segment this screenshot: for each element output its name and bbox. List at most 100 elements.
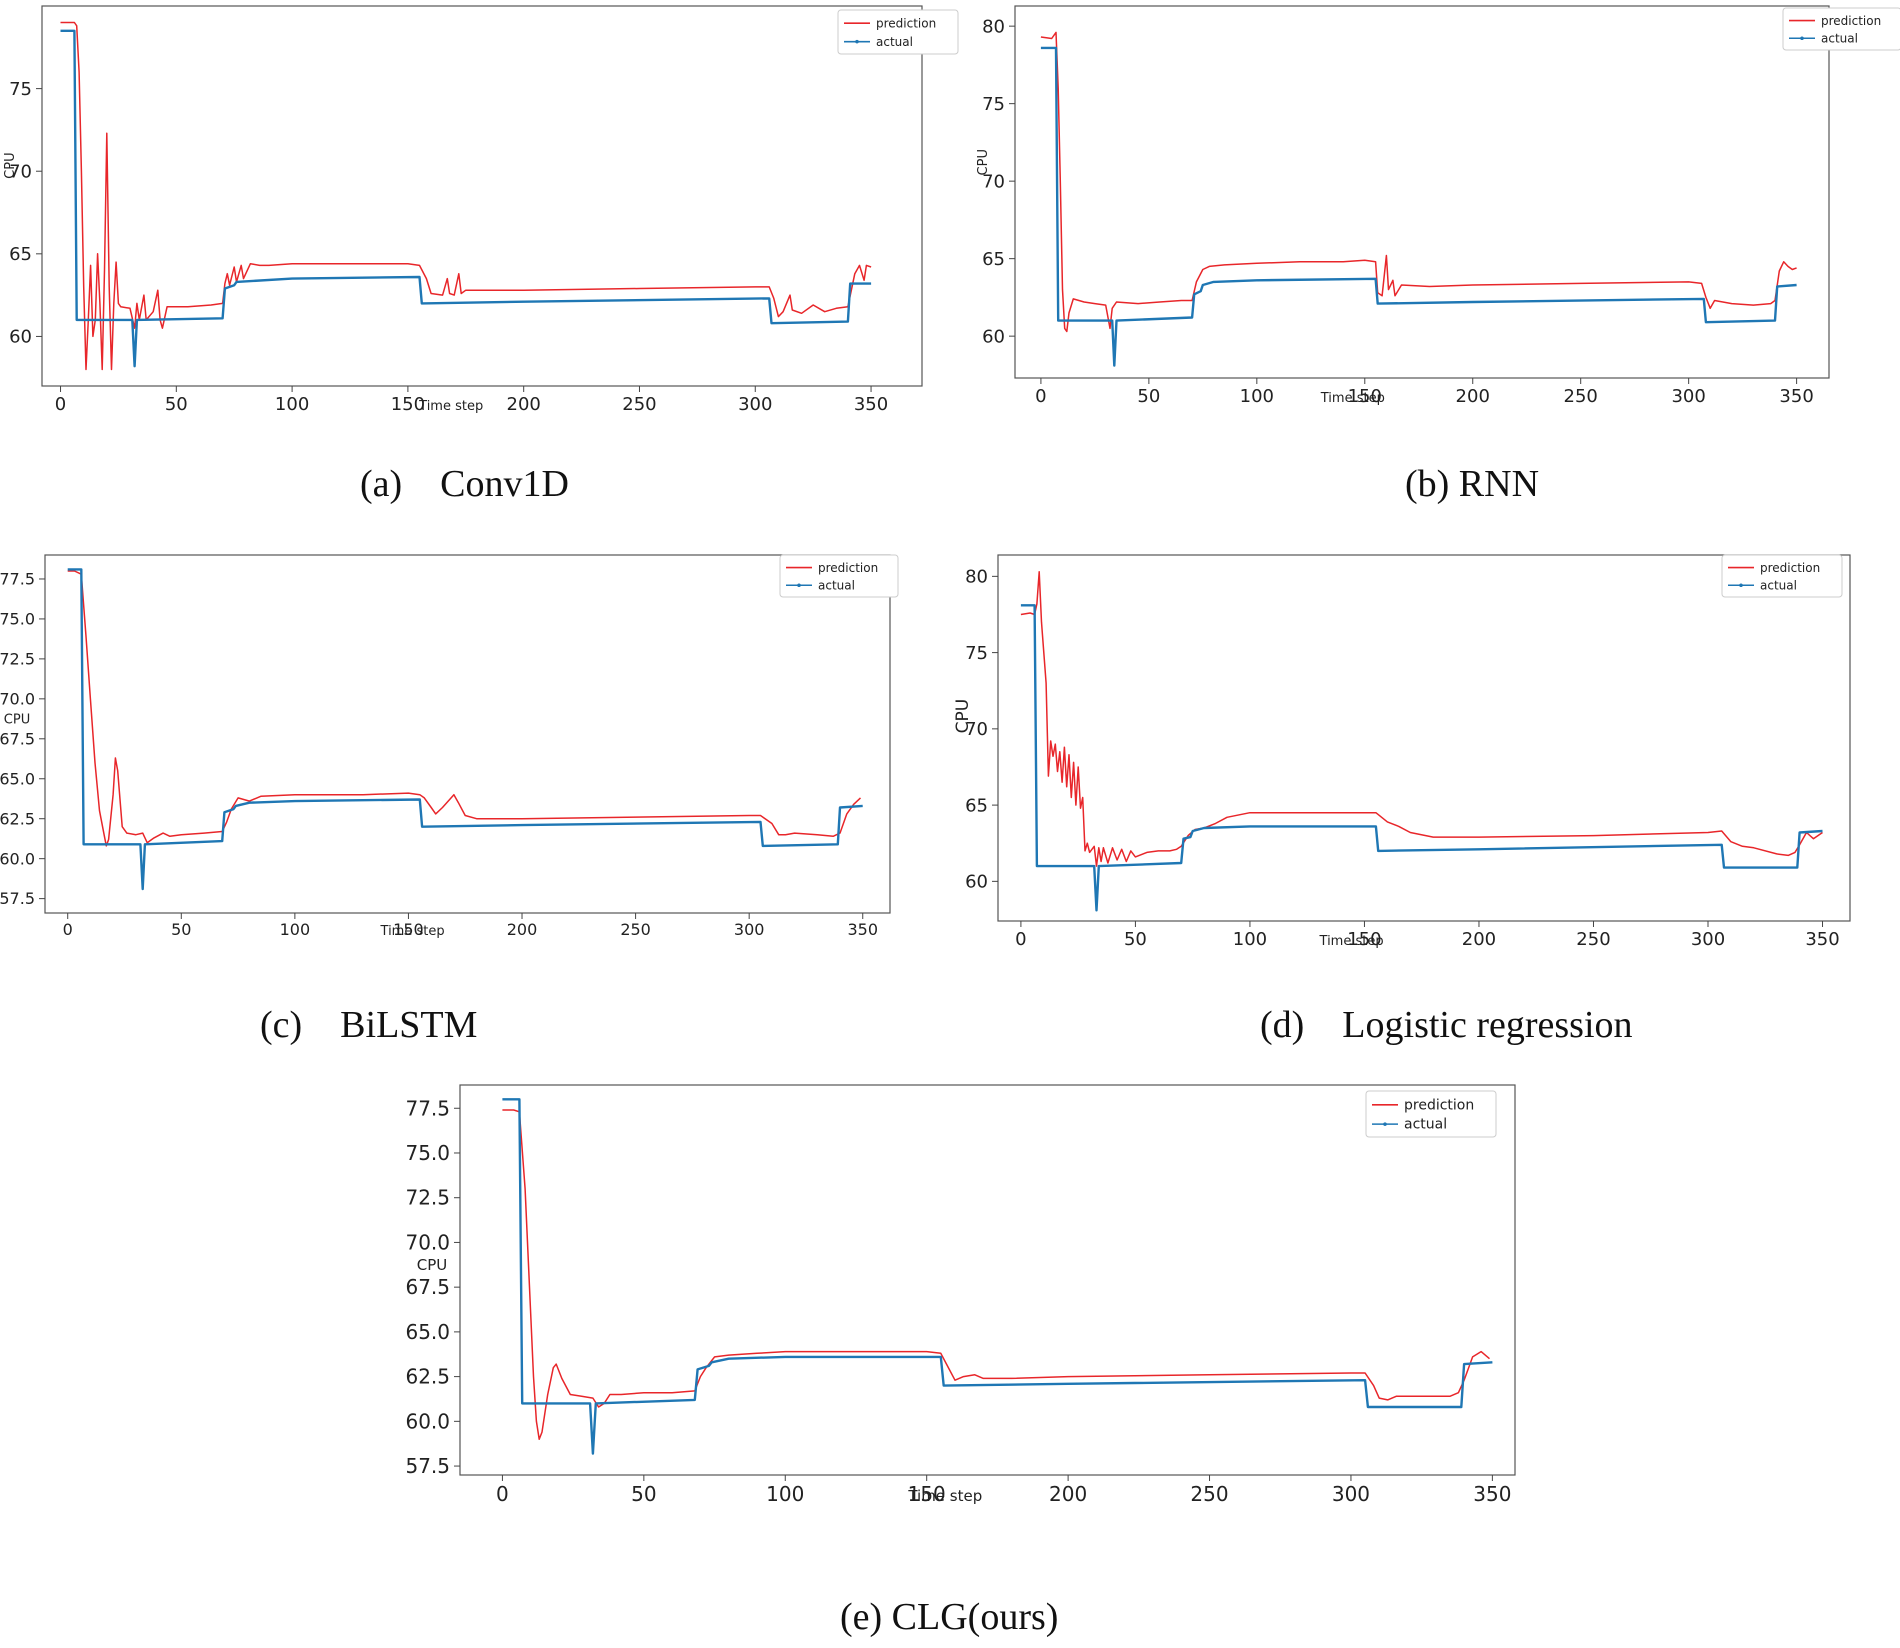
chart-a-legend bbox=[837, 9, 959, 55]
chart-a-series-actual bbox=[60, 29, 872, 368]
chart-e-ytick-label: 72.5 bbox=[405, 1186, 450, 1210]
chart-c-ytick-label: 75.0 bbox=[0, 610, 35, 629]
chart-c-xlabel: Time step bbox=[380, 924, 445, 939]
chart-e-xlabel: Time step bbox=[907, 1487, 982, 1505]
chart-c-ytick-label: 65.0 bbox=[0, 769, 35, 788]
chart-e-svg: 0 50 100 150 200 250 300 350 57.5 60.0 62.5 65.0 67.… bbox=[405, 1084, 1516, 1506]
chart-c-ytick-label: 72.5 bbox=[0, 649, 35, 668]
chart-d-ylabel: CPU bbox=[953, 699, 973, 734]
chart-a-xlabel: Time step bbox=[418, 399, 483, 414]
chart-e-caption: (e) CLG(ours) bbox=[840, 1596, 1059, 1638]
chart-e-ytick-label: 75.0 bbox=[405, 1141, 450, 1165]
chart-c-ytick-label: 57.5 bbox=[0, 889, 35, 908]
chart-a-ylabel: CPU bbox=[3, 152, 18, 178]
chart-a-series-prediction bbox=[60, 21, 872, 371]
chart-a-frame bbox=[41, 5, 923, 387]
chart-d-series-prediction bbox=[1020, 571, 1823, 867]
chart-c-legend-label: actual bbox=[818, 579, 855, 593]
chart-d-ytick-label: 70 bbox=[965, 719, 988, 740]
chart-e-xtick-label: 150 bbox=[908, 1482, 946, 1506]
chart-b-ylabel: CPU bbox=[976, 149, 991, 175]
chart-a-legend-marker bbox=[855, 39, 859, 44]
chart-panel-b: 0 50 100 150 200 250 300 350 60 65 70 75 80 Time step… bbox=[965, 0, 1900, 505]
chart-d-legend-marker bbox=[1739, 583, 1743, 588]
chart-b-xtick-label: 100 bbox=[1240, 386, 1274, 407]
chart-b-xtick-label: 150 bbox=[1348, 386, 1382, 407]
chart-d-xtick-label: 50 bbox=[1124, 929, 1147, 950]
chart-a-xtick-label: 200 bbox=[507, 394, 541, 415]
chart-e-frame bbox=[459, 1084, 1516, 1476]
chart-b-legend-marker bbox=[1800, 36, 1804, 41]
chart-b-xtick-label: 350 bbox=[1779, 386, 1813, 407]
chart-c-legend-marker bbox=[797, 583, 801, 588]
chart-c-caption: (c) BiLSTM bbox=[260, 1004, 478, 1046]
chart-b-caption: (b) RNN bbox=[1405, 463, 1540, 505]
chart-panel-e: 0 50 100 150 200 250 300 350 57.5 60.0 62.5 65.0 67.… bbox=[370, 1075, 1550, 1648]
chart-a-xtick-label: 350 bbox=[854, 394, 888, 415]
chart-d-legend bbox=[1721, 554, 1843, 598]
chart-b-legend-label: prediction bbox=[1821, 14, 1881, 28]
chart-d-legend-label: prediction bbox=[1760, 561, 1820, 575]
chart-b-ytick-label: 70 bbox=[982, 171, 1005, 192]
chart-d-xtick-label: 200 bbox=[1462, 929, 1496, 950]
chart-d-svg: 0 50 100 150 200 250 300 350 60 65 70 75 80 Time step… bbox=[953, 554, 1851, 950]
chart-e-xtick-label: 0 bbox=[496, 1482, 509, 1506]
chart-c-svg: 0 50 100 150 200 250 300 350 57.5 60.0 62.5 65.0 67.… bbox=[0, 554, 899, 939]
chart-d-ytick-label: 75 bbox=[965, 643, 988, 664]
chart-e-xtick-label: 250 bbox=[1190, 1482, 1228, 1506]
chart-b-xtick-label: 50 bbox=[1137, 386, 1160, 407]
chart-b-ytick-label: 60 bbox=[982, 326, 1005, 347]
chart-c-ytick-label: 62.5 bbox=[0, 809, 35, 828]
chart-c-series-actual bbox=[67, 568, 863, 891]
chart-a-caption: (a) Conv1D bbox=[360, 463, 569, 505]
chart-e-xtick-label: 300 bbox=[1332, 1482, 1370, 1506]
chart-c-series-prediction bbox=[67, 570, 862, 847]
chart-a-xtick-label: 0 bbox=[55, 394, 66, 415]
chart-d-xtick-label: 300 bbox=[1691, 929, 1725, 950]
chart-e-xtick-label: 350 bbox=[1473, 1482, 1511, 1506]
chart-c-xtick-label: 350 bbox=[847, 920, 878, 939]
chart-e-legend bbox=[1365, 1090, 1497, 1138]
chart-c-xtick-label: 150 bbox=[393, 920, 424, 939]
chart-a-legend-label: prediction bbox=[876, 17, 936, 31]
chart-b-xtick-label: 250 bbox=[1564, 386, 1598, 407]
chart-panel-a: 0 50 100 150 200 250 300 350 60 65 70 75 Time step CP… bbox=[0, 0, 980, 505]
chart-c-legend-label: prediction bbox=[818, 561, 878, 575]
chart-e-ytick-label: 62.5 bbox=[405, 1365, 450, 1389]
chart-e-xtick-label: 50 bbox=[631, 1482, 656, 1506]
chart-e-ytick-label: 65.0 bbox=[405, 1320, 450, 1344]
chart-e-xtick-label: 100 bbox=[766, 1482, 804, 1506]
chart-b-ytick-label: 75 bbox=[982, 94, 1005, 115]
chart-e-ytick-label: 60.0 bbox=[405, 1409, 450, 1433]
chart-c-xtick-label: 100 bbox=[280, 920, 311, 939]
chart-e-series-actual bbox=[502, 1098, 1493, 1455]
chart-c-xtick-label: 200 bbox=[507, 920, 538, 939]
chart-d-caption: (d) Logistic regression bbox=[1260, 1004, 1633, 1046]
chart-b-xtick-label: 300 bbox=[1671, 386, 1705, 407]
chart-b-xtick-label: 200 bbox=[1456, 386, 1490, 407]
chart-b-legend-label: actual bbox=[1821, 32, 1858, 46]
chart-c-xtick-label: 0 bbox=[63, 920, 73, 939]
chart-c-ytick-label: 67.5 bbox=[0, 729, 35, 748]
chart-a-ytick-label: 60 bbox=[9, 327, 32, 348]
chart-e-series-prediction bbox=[502, 1109, 1490, 1440]
chart-a-ytick-label: 75 bbox=[9, 79, 32, 100]
chart-c-xtick-label: 300 bbox=[734, 920, 765, 939]
chart-a-xtick-label: 150 bbox=[391, 394, 425, 415]
chart-c-xtick-label: 250 bbox=[620, 920, 651, 939]
chart-c-ytick-label: 77.5 bbox=[0, 570, 35, 589]
chart-e-legend-label: actual bbox=[1404, 1117, 1447, 1133]
chart-b-series-actual bbox=[1040, 46, 1797, 367]
chart-c-ytick-label: 60.0 bbox=[0, 849, 35, 868]
chart-d-xtick-label: 100 bbox=[1233, 929, 1267, 950]
chart-e-ytick-label: 57.5 bbox=[405, 1454, 450, 1478]
chart-d-xlabel: Time step bbox=[1319, 934, 1384, 949]
chart-e-xtick-label: 200 bbox=[1049, 1482, 1087, 1506]
chart-d-xtick-label: 250 bbox=[1576, 929, 1610, 950]
chart-a-xtick-label: 50 bbox=[165, 394, 188, 415]
chart-panel-c: 0 50 100 150 200 250 300 350 57.5 60.0 62.5 65.0 67.… bbox=[0, 545, 980, 1055]
chart-b-ytick-label: 65 bbox=[982, 249, 1005, 270]
chart-b-legend bbox=[1782, 7, 1900, 51]
chart-d-ytick-label: 60 bbox=[965, 872, 988, 893]
chart-e-legend-label: prediction bbox=[1404, 1097, 1474, 1113]
